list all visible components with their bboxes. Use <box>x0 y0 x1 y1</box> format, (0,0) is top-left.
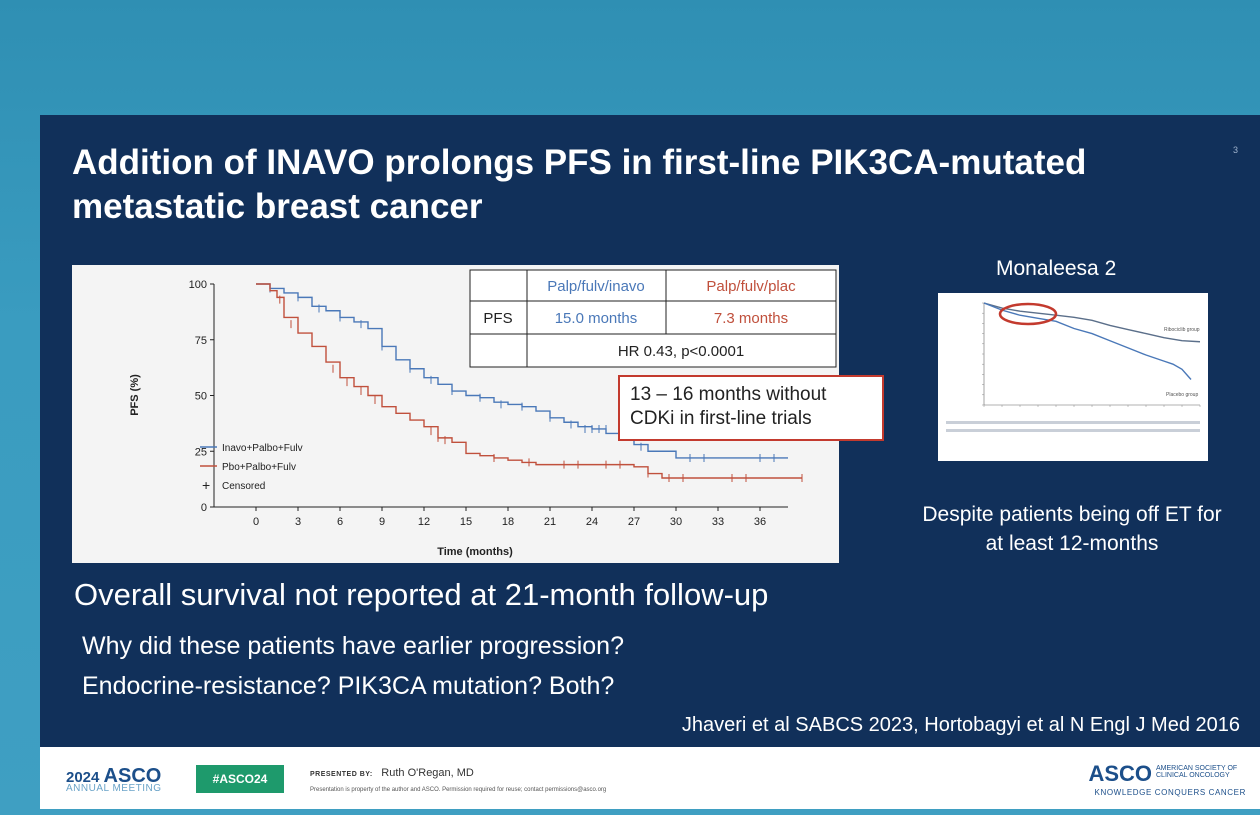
footer-disclaimer: Presentation is property of the author a… <box>310 787 607 793</box>
legend-label-pbo: Pbo+Palbo+Fulv <box>222 462 296 473</box>
footer-hashtag: #ASCO24 <box>196 765 284 793</box>
y-tick-label: 0 <box>201 502 207 514</box>
x-tick-label: 3 <box>295 516 301 528</box>
callout-box: 13 – 16 months without CDKi in first-lin… <box>618 375 884 441</box>
ml-series-line-1 <box>983 302 1192 380</box>
x-tick-label: 24 <box>586 516 598 528</box>
x-tick-label: 36 <box>754 516 766 528</box>
footer-year: 2024 <box>66 769 100 786</box>
legend-label-inavo: Inavo+Palbo+Fulv <box>222 443 303 454</box>
footer-presented: PRESENTED BY: Ruth O'Regan, MD <box>310 767 474 779</box>
y-tick-label: 50 <box>195 391 207 403</box>
y-tick-label: 75 <box>195 335 207 347</box>
ml-risk-row-1 <box>946 429 1200 432</box>
table-header-inavo: Palp/fulv/inavo <box>547 278 645 295</box>
monaleesa-note: Despite patients being off ET for at lea… <box>922 503 1222 555</box>
km-legend: Inavo+Palbo+Fulv Pbo+Palbo+Fulv + Censor… <box>200 443 303 493</box>
os-statement: Overall survival not reported at 21-mont… <box>74 577 769 612</box>
monaleesa-title: Monaleesa 2 <box>996 257 1117 280</box>
question-2: Endocrine-resistance? PIK3CA mutation? B… <box>82 672 615 700</box>
ml-legend-ribociclib: Ribociclib group <box>1164 327 1200 333</box>
legend-label-censored: Censored <box>222 481 265 492</box>
x-tick-label: 15 <box>460 516 472 528</box>
presented-by-label: PRESENTED BY: <box>310 771 373 778</box>
series-line-1 <box>256 283 802 479</box>
presenter-name: Ruth O'Regan, MD <box>381 767 474 779</box>
ml-series-line-0 <box>983 302 1201 343</box>
table-value-plac: 7.3 months <box>714 310 788 327</box>
ml-legend-placebo: Placebo group <box>1166 392 1198 398</box>
table-hr: HR 0.43, p<0.0001 <box>618 343 744 360</box>
x-tick-label: 18 <box>502 516 514 528</box>
ml-risk-row-0 <box>946 421 1200 424</box>
x-tick-label: 30 <box>670 516 682 528</box>
footer: 2024 ASCO ANNUAL MEETING #ASCO24 PRESENT… <box>40 747 1260 809</box>
slide-title: Addition of INAVO prolongs PFS in first-… <box>72 143 1087 226</box>
x-tick-label: 6 <box>337 516 343 528</box>
x-tick-label: 0 <box>253 516 259 528</box>
table-value-inavo: 15.0 months <box>555 310 638 327</box>
table-row-label: PFS <box>483 310 512 327</box>
asco-tagline: KNOWLEDGE CONQUERS CANCER <box>1094 788 1246 797</box>
km-chart-panel: 0 25 50 75 100 0 3 6 9 12 15 18 21 24 27 30 33 36 Time (mo… <box>72 265 884 563</box>
y-tick-label: 100 <box>189 279 207 291</box>
reference: Jhaveri et al SABCS 2023, Hortobagyi et … <box>681 714 1240 736</box>
y-axis-label: PFS (%) <box>129 374 141 416</box>
asco-society: AMERICAN SOCIETY OF CLINICAL ONCOLOGY <box>1156 765 1238 779</box>
monaleesa-chart: Ribociclib group Placebo group <box>946 302 1201 432</box>
asco-logo-text: ASCO <box>1088 761 1152 786</box>
y-tick-label: 25 <box>195 446 207 458</box>
x-tick-label: 33 <box>712 516 724 528</box>
footer-meeting-logo: 2024 ASCO <box>66 765 161 788</box>
asco-logo: ASCO AMERICAN SOCIETY OF CLINICAL ONCOLOG… <box>1088 761 1246 797</box>
x-tick-label: 21 <box>544 516 556 528</box>
ml-highlight-ellipse <box>998 302 1058 326</box>
question-1: Why did these patients have earlier prog… <box>82 632 624 660</box>
footer-asco: ASCO <box>103 765 162 787</box>
x-tick-label: 27 <box>628 516 640 528</box>
x-tick-label: 12 <box>418 516 430 528</box>
slide-number: 3 <box>1232 145 1238 155</box>
footer-meeting: ANNUAL MEETING <box>66 783 162 794</box>
x-tick-label: 9 <box>379 516 385 528</box>
monaleesa-chart-panel: Ribociclib group Placebo group <box>938 293 1208 461</box>
legend-censor-marker: + <box>202 477 210 493</box>
slide: Addition of INAVO prolongs PFS in first-… <box>40 115 1260 747</box>
table-header-plac: Palp/fulv/plac <box>706 278 796 295</box>
x-axis-label: Time (months) <box>437 546 513 558</box>
pfs-table: Palp/fulv/inavo Palp/fulv/plac PFS 15.0 … <box>469 269 837 368</box>
